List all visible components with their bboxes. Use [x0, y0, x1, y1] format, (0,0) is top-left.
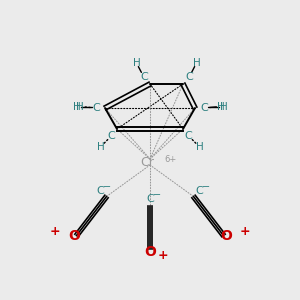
Text: +: +	[50, 225, 60, 239]
Text: H: H	[220, 101, 227, 112]
Text: H: H	[193, 58, 200, 68]
Text: C: C	[108, 130, 116, 141]
Text: C: C	[185, 72, 193, 82]
Text: H: H	[97, 142, 104, 152]
Text: C: C	[140, 72, 148, 82]
Text: −: −	[202, 182, 210, 192]
Text: H: H	[196, 142, 203, 152]
Text: H: H	[217, 101, 224, 112]
Text: C: C	[146, 194, 154, 204]
Text: H: H	[76, 101, 83, 112]
Text: O: O	[68, 229, 80, 242]
Text: O: O	[144, 245, 156, 259]
Text: H: H	[73, 101, 80, 112]
Text: H: H	[133, 58, 140, 68]
Text: +: +	[240, 225, 250, 239]
Text: 6+: 6+	[164, 154, 177, 164]
Text: C: C	[184, 130, 192, 141]
Text: −: −	[152, 190, 161, 200]
Text: −: −	[103, 182, 111, 192]
Text: Cr: Cr	[140, 155, 154, 169]
Text: C: C	[97, 185, 104, 196]
Text: C: C	[196, 185, 203, 196]
Text: C: C	[200, 103, 208, 113]
Text: +: +	[157, 249, 168, 262]
Text: C: C	[92, 103, 100, 113]
Text: O: O	[220, 229, 232, 242]
